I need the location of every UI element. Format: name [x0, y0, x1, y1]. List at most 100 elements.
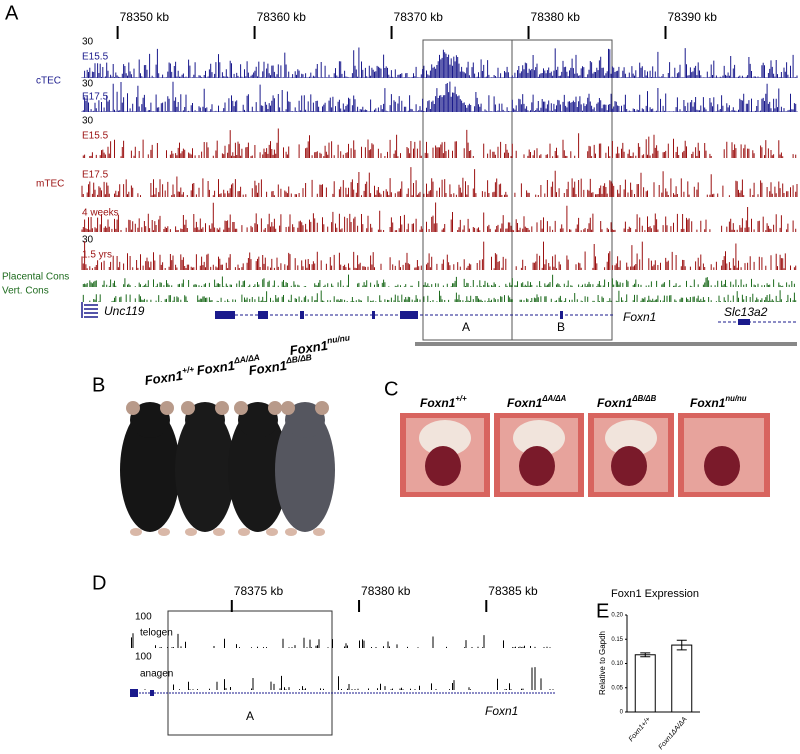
mouse-foot — [213, 528, 225, 536]
y-tick-label: 0 — [620, 710, 624, 716]
signal-track — [82, 128, 797, 158]
mouse-ear — [215, 401, 229, 415]
mouse-body — [175, 408, 235, 532]
panel-label: B — [92, 374, 105, 396]
bar — [634, 654, 656, 713]
genotype-label: Foxn1ΔA/ΔA — [507, 394, 567, 410]
signal-track — [81, 241, 797, 270]
x-tick-label: 78375 kb — [234, 584, 284, 598]
mouse-ear — [268, 401, 282, 415]
mouse-foot — [313, 528, 325, 536]
region-box — [511, 39, 613, 341]
y-tick-label: 0.10 — [611, 661, 623, 667]
gene-name: Foxn1 — [485, 704, 518, 718]
track-name: E17.5 — [82, 92, 109, 103]
heart — [611, 446, 647, 486]
heart — [519, 446, 555, 486]
x-tick-label: Foxn1ΔA/ΔA — [658, 716, 689, 751]
gene-name: Foxn1 — [623, 310, 656, 324]
mouse-foot — [130, 528, 142, 536]
chart-title: Foxn1 Expression — [611, 588, 699, 600]
track-scale: 30 — [82, 235, 94, 246]
mouse-body — [275, 408, 335, 532]
box-label: A — [246, 709, 254, 723]
gene-symbol: Foxn1 — [144, 368, 184, 388]
y-axis-label: Relative to Gapdh — [598, 631, 607, 695]
mouse-ear — [234, 401, 248, 415]
genotype-label: Foxn1+/+ — [420, 394, 467, 410]
mouse-foot — [158, 528, 170, 536]
genotype-label: Foxn1nu/nu — [288, 333, 351, 359]
x-tick-label: 78390 kb — [668, 10, 718, 24]
track-name: Placental Cons — [2, 272, 69, 283]
panel-label: C — [384, 378, 398, 400]
genotype-label: Foxn1ΔB/ΔB — [247, 352, 313, 378]
thymus — [605, 420, 657, 456]
x-tick-label: 78360 kb — [257, 10, 307, 24]
track-name: E15.5 — [82, 131, 109, 142]
group-label: mTEC — [36, 179, 64, 190]
mouse-foot — [285, 528, 297, 536]
mouse-body — [120, 408, 180, 532]
box-label: B — [557, 320, 565, 334]
track-scale: 100 — [135, 612, 152, 623]
track-name: E17.5 — [82, 170, 109, 181]
track-name: Vert. Cons — [2, 286, 49, 297]
mouse-foot — [238, 528, 250, 536]
track-scale: 30 — [82, 116, 94, 127]
box-label: A — [462, 320, 470, 334]
signal-track — [81, 47, 798, 78]
exon — [560, 311, 563, 319]
region-box — [167, 610, 333, 736]
x-tick-label: 78350 kb — [120, 10, 170, 24]
allele: +/+ — [455, 394, 467, 403]
mouse-ear — [181, 401, 195, 415]
exon — [738, 319, 750, 325]
gene-symbol: Foxn1 — [248, 358, 288, 378]
track-name: telogen — [140, 628, 173, 639]
error-bar — [640, 652, 651, 658]
allele: ΔB/ΔB — [284, 352, 312, 366]
allele: ΔA/ΔA — [232, 352, 260, 366]
allele: ΔB/ΔB — [631, 394, 656, 403]
thymus — [419, 420, 471, 456]
exon — [300, 311, 304, 319]
signal-track — [81, 202, 797, 232]
signal-track — [144, 667, 554, 690]
exon — [258, 311, 268, 319]
y-tick-label: 0.20 — [611, 613, 623, 619]
exon — [372, 311, 375, 319]
gene-symbol: Foxn1 — [690, 396, 726, 410]
thymus — [513, 420, 565, 456]
mouse-ear — [315, 401, 329, 415]
gene-symbol: Foxn1 — [196, 358, 236, 378]
heart — [425, 446, 461, 486]
allele: nu/nu — [326, 333, 350, 346]
track-scale: 30 — [82, 79, 94, 90]
mouse-foot — [185, 528, 197, 536]
x-tick-label: 78370 kb — [394, 10, 444, 24]
gene-symbol: Foxn1 — [289, 338, 329, 358]
bar — [671, 644, 693, 713]
x-tick-label: 78380 kb — [361, 584, 411, 598]
gene-symbol: Foxn1 — [597, 396, 633, 410]
exon — [400, 311, 418, 319]
x-tick-label: Foxn1+/+ — [628, 716, 652, 743]
track-name: anagen — [140, 669, 173, 680]
region-box — [422, 39, 513, 341]
mouse-ear — [281, 401, 295, 415]
x-tick-label: 78380 kb — [531, 10, 581, 24]
gene-name: Slc13a2 — [724, 305, 768, 319]
track-name: 4 weeks — [82, 208, 119, 219]
signal-track — [131, 633, 551, 648]
mouse-ear — [126, 401, 140, 415]
gene-symbol: Foxn1 — [507, 396, 543, 410]
x-tick-label: 78385 kb — [488, 584, 538, 598]
track-name: 1.5 yrs — [82, 250, 112, 261]
mouse-body — [228, 408, 288, 532]
group-label: cTEC — [36, 76, 61, 87]
mouse-foot — [266, 528, 278, 536]
genotype-label: Foxn1nu/nu — [690, 394, 747, 410]
